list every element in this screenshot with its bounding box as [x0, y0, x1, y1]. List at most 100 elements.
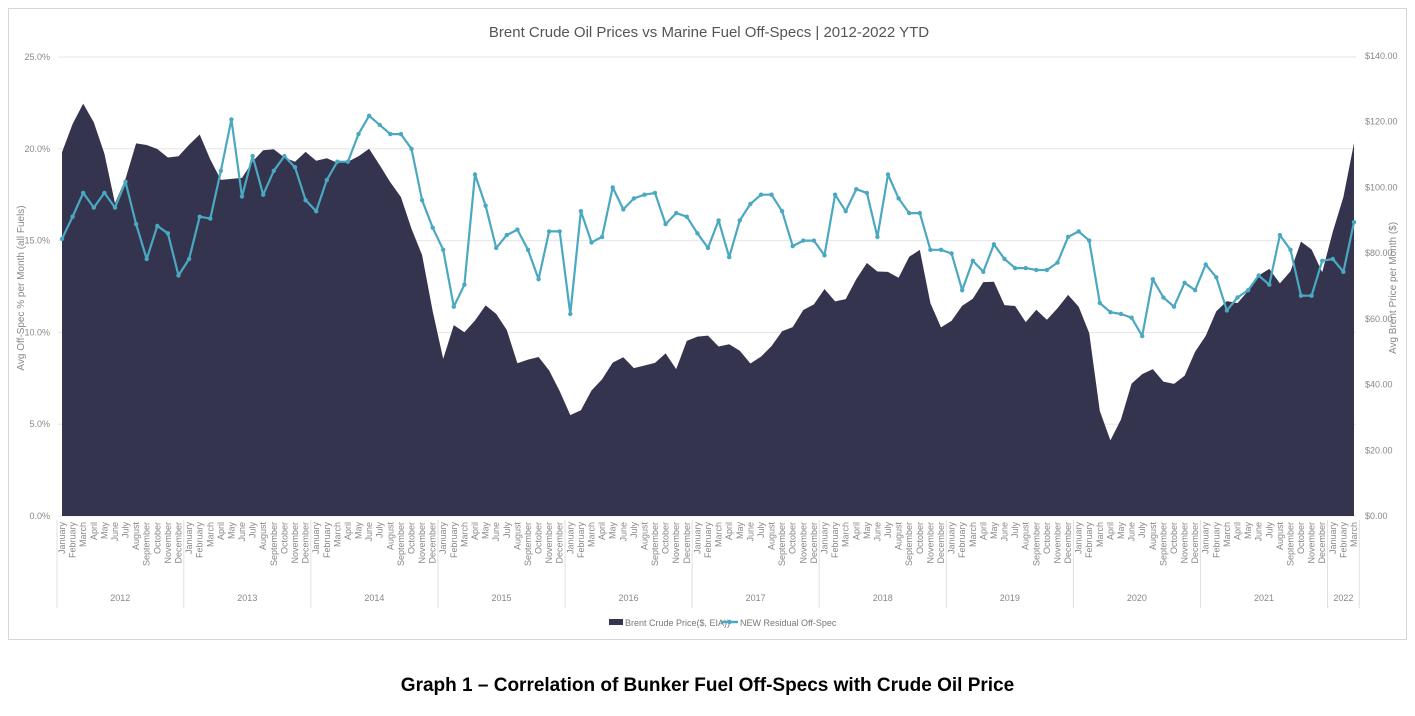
off-spec-point [1341, 269, 1346, 274]
x-tick-month: March [587, 522, 597, 547]
off-spec-point [674, 210, 679, 216]
x-tick-month: December [555, 522, 565, 564]
x-tick-month: July [375, 522, 385, 539]
x-tick-month: October [1296, 522, 1306, 554]
x-tick-month: July [756, 522, 766, 539]
off-spec-point [737, 218, 742, 223]
off-spec-point [1235, 295, 1240, 300]
off-spec-point [854, 187, 859, 192]
x-tick-month: November [544, 522, 554, 564]
off-spec-point [907, 210, 912, 216]
x-tick-month: December [682, 522, 692, 564]
y-tick-right: $80.00 [1365, 248, 1393, 258]
off-spec-point [546, 229, 552, 234]
off-spec-point [229, 117, 234, 122]
x-tick-month: August [767, 522, 777, 551]
x-tick-month: December [1190, 522, 1200, 564]
off-spec-point [1087, 238, 1092, 243]
off-spec-point [779, 209, 785, 214]
x-tick-month: July [502, 522, 512, 539]
off-spec-point [610, 185, 615, 190]
off-spec-point [928, 247, 933, 252]
off-spec-point [102, 190, 107, 196]
x-tick-month: January [1328, 522, 1338, 555]
x-tick-month: July [1264, 522, 1274, 539]
x-tick-month: March [714, 522, 724, 547]
x-tick-year: 2018 [873, 593, 893, 603]
off-spec-point [568, 311, 573, 317]
x-tick-month: November [163, 522, 173, 564]
x-tick-month: June [1254, 522, 1264, 542]
off-spec-point [695, 231, 700, 236]
x-tick-month: February [1338, 522, 1348, 559]
off-spec-point [1065, 234, 1071, 240]
off-spec-point [885, 172, 891, 177]
off-spec-point [1277, 232, 1283, 238]
x-tick-month: October [152, 522, 162, 554]
x-tick-year: 2015 [491, 593, 511, 603]
off-spec-point [875, 234, 880, 240]
off-spec-point [663, 221, 668, 227]
y-tick-left: 5.0% [29, 419, 50, 429]
x-tick-month: February [449, 522, 459, 559]
x-tick-month: July [121, 522, 131, 539]
off-spec-point [631, 196, 637, 201]
x-tick-month: October [661, 522, 671, 554]
off-spec-point [1214, 275, 1219, 280]
off-spec-point [832, 192, 838, 197]
figure-caption: Graph 1 – Correlation of Bunker Fuel Off… [400, 675, 1015, 696]
x-tick-month: September [269, 522, 279, 566]
x-tick-month: September [777, 522, 787, 566]
off-spec-point [472, 172, 478, 177]
off-spec-point [112, 205, 118, 210]
x-tick-month: March [205, 522, 215, 547]
off-spec-point [271, 168, 276, 173]
x-tick-month: April [1233, 522, 1243, 540]
x-tick-month: May [989, 522, 999, 540]
off-spec-point [250, 153, 255, 159]
off-spec-point [1171, 304, 1177, 309]
off-spec-point [1129, 315, 1134, 320]
off-spec-point [790, 243, 795, 249]
off-spec-point [208, 216, 213, 221]
x-tick-month: December [428, 522, 438, 564]
x-tick-month: August [894, 522, 904, 551]
y-axis-left-title: Avg Off-Spec % per Month (all Fuels) [16, 205, 27, 370]
x-tick-month: July [883, 522, 893, 539]
chart-title: Brent Crude Oil Prices vs Marine Fuel Of… [489, 24, 929, 41]
x-tick-month: December [301, 522, 311, 564]
x-tick-month: June [237, 522, 247, 542]
x-tick-year: 2012 [110, 593, 130, 603]
off-spec-point [398, 131, 404, 137]
x-tick-month: October [279, 522, 289, 554]
off-spec-point [409, 146, 414, 151]
x-tick-year: 2022 [1333, 593, 1353, 603]
x-tick-month: May [1243, 522, 1253, 540]
off-spec-point [1203, 262, 1208, 267]
x-tick-month: March [1222, 522, 1232, 547]
x-tick-year: 2019 [1000, 593, 1020, 603]
off-spec-point [1267, 282, 1272, 287]
off-spec-point [557, 229, 562, 234]
off-spec-point [144, 256, 149, 262]
x-tick-month: November [798, 522, 808, 564]
off-spec-point [727, 254, 732, 260]
off-spec-point [621, 207, 626, 212]
off-spec-point [801, 238, 806, 243]
x-tick-month: April [216, 522, 226, 540]
off-spec-point [197, 214, 202, 219]
off-spec-point [578, 209, 584, 214]
off-spec-point [419, 198, 425, 203]
x-tick-month: October [534, 522, 544, 554]
legend-label-off-spec: NEW Residual Off-Spec [740, 618, 837, 628]
x-tick-month: October [407, 522, 417, 554]
x-tick-month: May [735, 522, 745, 540]
off-spec-point [441, 247, 446, 252]
x-tick-month: January [1201, 522, 1211, 555]
x-tick-month: September [142, 522, 152, 566]
x-tick-month: January [1074, 522, 1084, 555]
off-spec-point [684, 214, 689, 219]
x-tick-month: January [184, 522, 194, 555]
x-tick-year: 2014 [364, 593, 384, 603]
x-tick-month: July [1137, 522, 1147, 539]
